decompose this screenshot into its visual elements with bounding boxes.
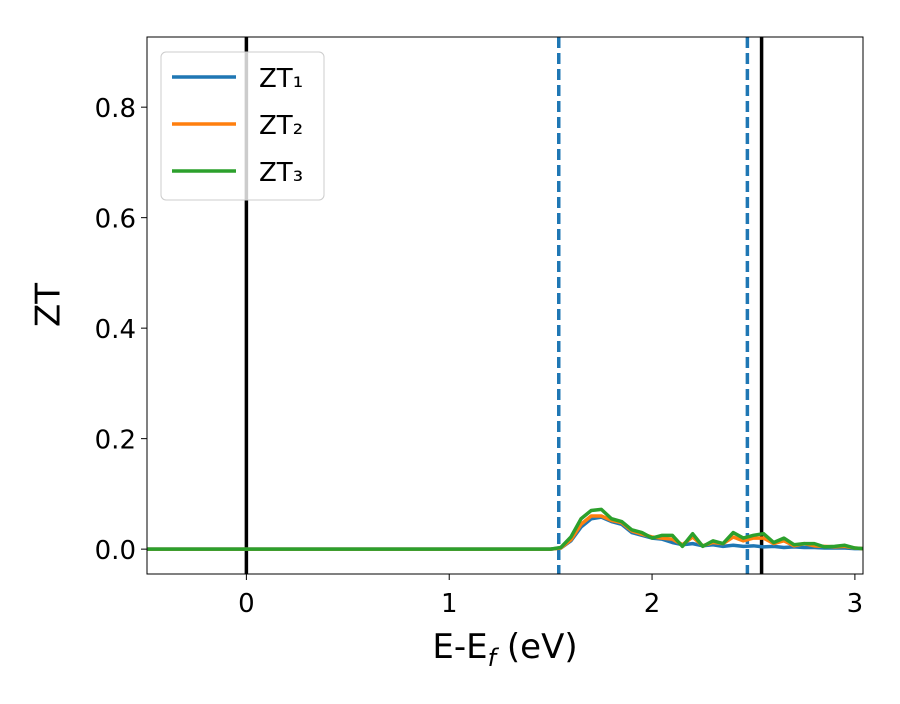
legend-label: ZT₃: [259, 158, 303, 188]
legend-label: ZT₁: [259, 64, 303, 94]
x-tick-label: 3: [847, 589, 864, 619]
y-tick-label: 0.0: [95, 536, 136, 566]
x-tick-label: 2: [644, 589, 661, 619]
axes-frame: [146, 36, 864, 575]
plot-area: [147, 37, 863, 574]
y-tick-label: 0.8: [95, 94, 136, 124]
series-line: [147, 515, 863, 551]
legend-box: [160, 51, 325, 201]
legend-label: ZT₂: [259, 111, 303, 141]
y-axis-label: ZT: [29, 283, 69, 327]
y-tick-label: 0.2: [95, 426, 136, 456]
x-tick-label: 0: [238, 589, 255, 619]
x-tick-label: 1: [441, 589, 458, 619]
series-line: [147, 507, 863, 551]
y-tick-label: 0.6: [95, 205, 136, 235]
x-axis-label: E-Ef (eV): [432, 627, 577, 672]
series-line: [147, 514, 863, 551]
y-tick-label: 0.4: [95, 315, 136, 345]
